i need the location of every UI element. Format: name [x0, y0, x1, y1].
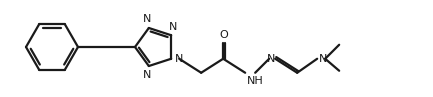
Text: N: N	[267, 54, 275, 64]
Text: N: N	[142, 70, 151, 80]
Text: N: N	[169, 22, 178, 32]
Text: NH: NH	[247, 76, 264, 86]
Text: N: N	[319, 54, 327, 64]
Text: O: O	[220, 30, 229, 40]
Text: N: N	[142, 14, 151, 24]
Text: N: N	[175, 54, 184, 64]
